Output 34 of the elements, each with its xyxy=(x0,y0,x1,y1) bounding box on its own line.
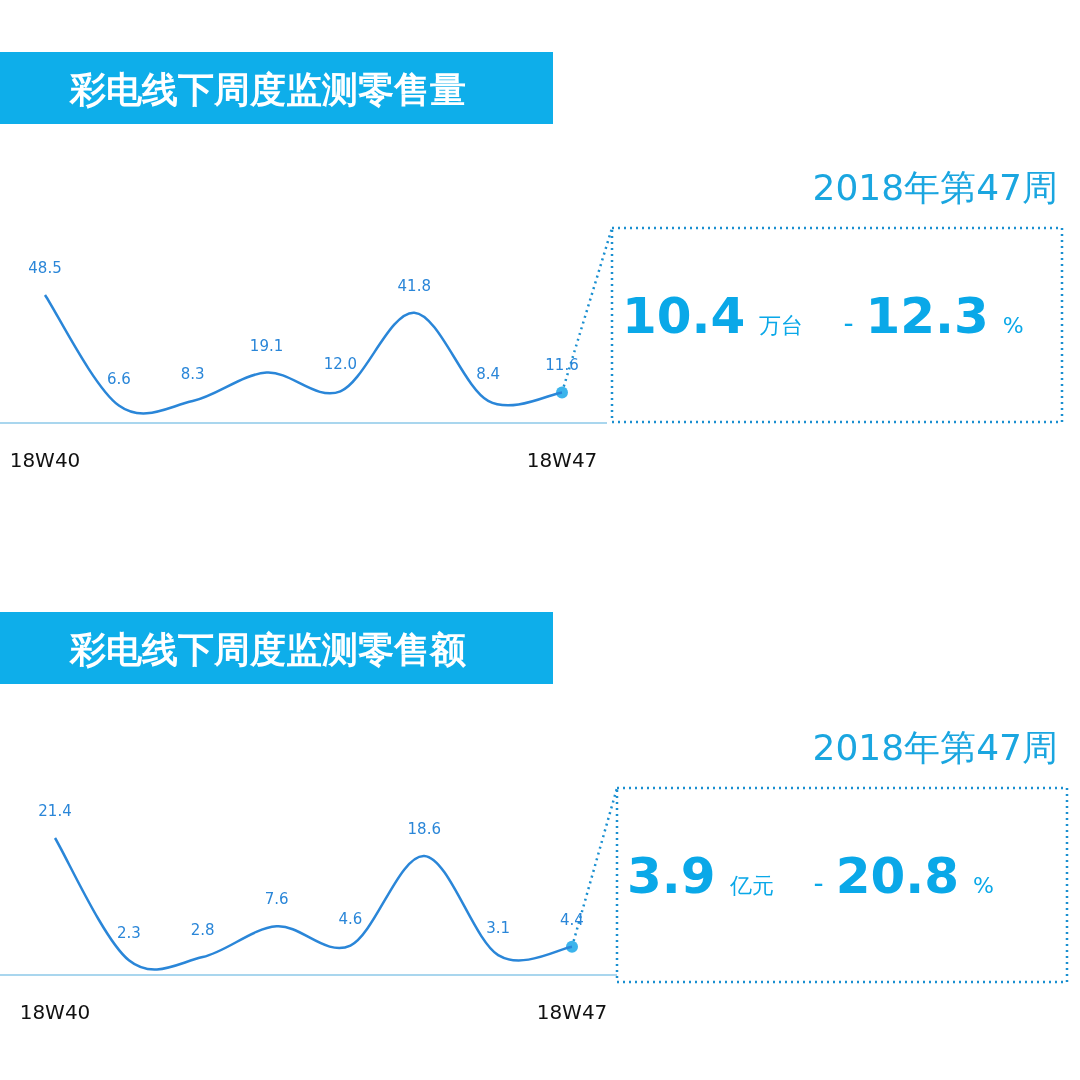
data-label: 8.4 xyxy=(476,364,501,383)
x-tick-label: 18W47 xyxy=(526,448,598,472)
data-label: 4.4 xyxy=(560,910,584,929)
text: - xyxy=(813,867,824,900)
data-label: 2.8 xyxy=(190,921,215,940)
data-label: 7.6 xyxy=(264,890,289,909)
text: 万台 xyxy=(759,313,804,338)
text: 20.8 xyxy=(835,847,960,905)
text: 12.3 xyxy=(865,287,989,345)
data-label: 8.3 xyxy=(180,365,205,384)
data-label: 12.0 xyxy=(323,355,358,374)
data-label: 4.6 xyxy=(338,909,363,928)
data-label: 11.6 xyxy=(545,356,579,375)
chart-title: 彩电线下周度监测零售额 xyxy=(69,629,466,670)
data-label: 48.5 xyxy=(28,259,62,277)
data-label: 2.3 xyxy=(116,924,141,943)
text: 亿元 xyxy=(728,873,774,898)
text: 3.9 xyxy=(627,847,716,905)
chart-title: 彩电线下周度监测零售量 xyxy=(69,69,466,110)
x-tick-label: 18W47 xyxy=(536,1000,608,1024)
text: 10.4 xyxy=(622,287,746,345)
text: 2018年第47周 xyxy=(812,727,1058,768)
data-label: 6.6 xyxy=(106,369,131,388)
data-label: 41.8 xyxy=(397,276,431,295)
x-tick-label: 18W40 xyxy=(19,1000,91,1024)
text: % xyxy=(973,873,994,898)
text: % xyxy=(1002,313,1024,338)
data-label: 18.6 xyxy=(407,819,441,838)
data-label: 3.1 xyxy=(486,919,511,938)
text: - xyxy=(843,307,854,340)
data-label: 21.4 xyxy=(38,802,72,820)
data-label: 19.1 xyxy=(249,336,284,355)
x-tick-label: 18W40 xyxy=(9,448,81,472)
text: 2018年第47周 xyxy=(812,167,1058,208)
